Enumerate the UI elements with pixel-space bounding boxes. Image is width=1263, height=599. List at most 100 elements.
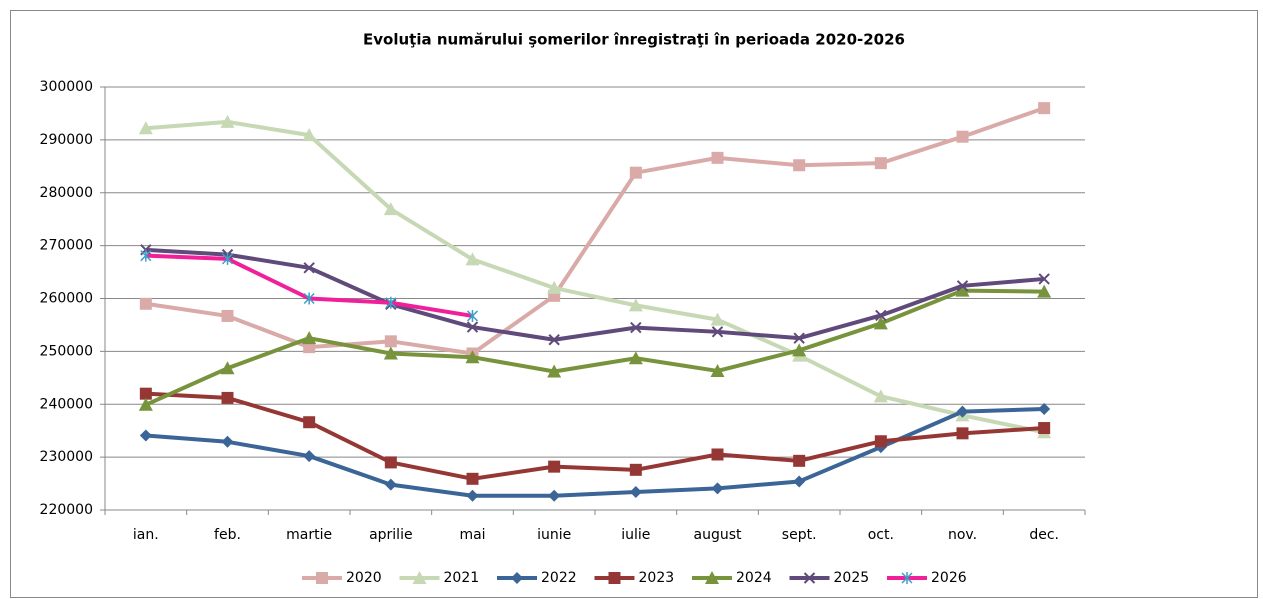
marker [630,321,642,334]
marker [138,397,153,411]
marker [139,429,152,442]
marker [465,350,480,364]
x-tick-label: nov. [948,527,977,543]
x-tick-label: oct. [868,527,894,543]
marker [302,331,317,345]
marker [547,364,562,378]
legend-marker [705,571,719,584]
legend-marker [412,571,427,584]
legend-label: 2023 [639,570,675,586]
x-tick-label: dec. [1029,527,1059,543]
marker [1038,403,1051,416]
y-tick-label: 280000 [40,185,93,201]
marker [628,351,643,365]
marker [628,298,643,312]
y-tick-label: 270000 [40,238,93,254]
marker [383,202,398,216]
x-tick-label: feb. [214,527,241,543]
marker [711,326,724,338]
marker [793,159,806,172]
legend-marker [803,572,816,584]
marker [138,121,153,135]
marker [221,391,234,404]
x-tick-label: martie [286,527,332,543]
marker [711,482,724,495]
legend-marker [901,572,913,584]
marker [955,283,970,297]
series-line [145,391,1045,481]
y-tick-label: 250000 [40,343,93,359]
y-tick-label: 230000 [40,449,93,465]
marker [466,472,479,485]
marker [873,389,888,403]
marker [956,280,969,292]
marker [466,489,479,502]
marker [302,128,317,142]
marker [1038,273,1050,285]
y-tick-label: 260000 [40,291,93,307]
x-tick-label: sept. [782,527,817,543]
chart-title: Evoluţia numărului şomerilor înregistraţ… [363,31,905,49]
x-tick-label: ian. [133,527,159,543]
marker [385,296,397,309]
marker [629,166,642,179]
marker [710,312,725,326]
series-line [145,288,1045,407]
marker [793,454,806,467]
series-line [145,119,1045,435]
marker [220,114,235,128]
y-tick-label: 240000 [40,396,93,412]
series-line [145,247,1045,342]
legend-marker [608,572,621,584]
marker [548,489,561,502]
legend-label: 2021 [444,570,480,586]
marker [1038,422,1051,435]
marker [793,475,806,488]
marker [793,332,805,344]
marker [875,309,887,322]
marker [548,460,561,473]
marker [629,486,642,499]
marker [384,478,397,491]
marker [465,252,480,266]
marker [874,157,887,170]
marker [140,249,152,262]
marker [1037,284,1052,298]
marker [139,387,152,400]
marker [384,456,397,469]
legend-label: 2022 [541,570,577,586]
marker [303,292,315,305]
legend-label: 2024 [736,570,772,586]
marker [629,463,642,476]
marker [220,361,235,375]
marker [873,316,888,330]
marker [466,309,479,322]
marker [711,151,724,164]
x-tick-label: aprilie [369,527,413,543]
marker [792,343,807,357]
marker [710,363,725,377]
x-tick-label: mai [459,527,485,543]
marker [303,262,315,274]
marker [221,435,234,448]
legend-label: 2020 [346,570,382,586]
y-tick-label: 290000 [40,132,93,148]
marker [548,334,560,346]
marker [711,448,724,461]
legend-label: 2025 [834,570,870,586]
marker [956,405,969,418]
marker [139,297,152,310]
marker [303,450,316,463]
marker [1038,102,1051,115]
legend-marker [511,572,523,584]
marker [221,309,234,322]
marker [547,280,562,294]
marker [303,416,316,429]
marker [221,252,234,265]
marker [956,130,969,143]
legend-marker [316,572,328,584]
marker [383,346,398,360]
x-tick-label: iunie [537,527,571,543]
marker [874,435,887,448]
